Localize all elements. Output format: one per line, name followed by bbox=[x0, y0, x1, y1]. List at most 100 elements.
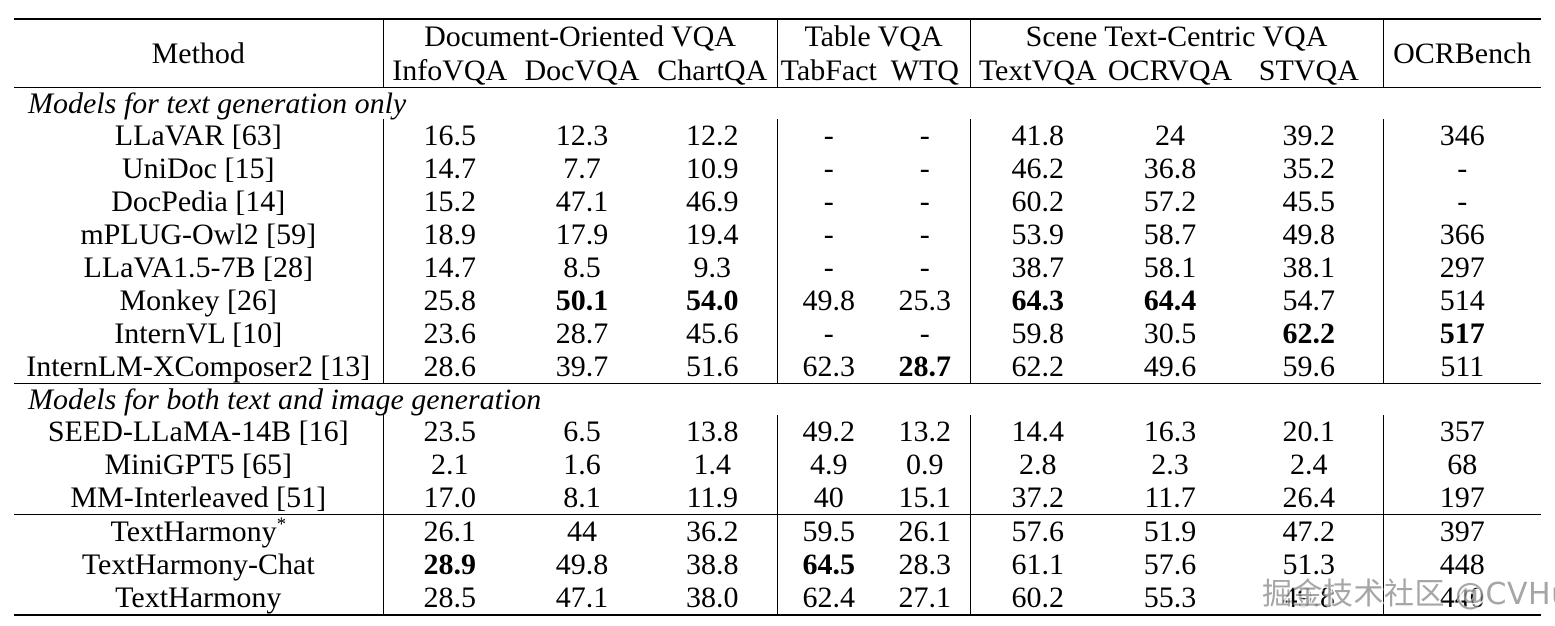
column-header-docvqa: DocVQA bbox=[516, 53, 648, 88]
value-cell: 16.3 bbox=[1143, 415, 1197, 448]
value-cell: 64.5 bbox=[776, 548, 881, 581]
header-benchmark-row: InfoVQA DocVQA ChartQA TabFact WTQ TextV… bbox=[14, 53, 1541, 88]
value-cell: 39.2 bbox=[1282, 119, 1336, 152]
value-cell: 397 bbox=[1382, 514, 1542, 548]
value-cell: 58.1 bbox=[1143, 251, 1197, 284]
value-cell: 57.6 bbox=[969, 514, 1106, 548]
value-cell: 61.1 bbox=[969, 548, 1106, 581]
value-cell: 49.8 bbox=[555, 548, 609, 581]
value-cell: 39.7 bbox=[555, 350, 609, 383]
value-cell: 23.5 bbox=[382, 415, 516, 448]
value-cell: 9.3 bbox=[693, 251, 732, 284]
value-cell: 49.8 bbox=[1282, 581, 1336, 614]
value-cell: 10.9 bbox=[686, 152, 739, 185]
value-cell: 11.7 bbox=[1144, 481, 1196, 514]
value-cell: 51.9 bbox=[1105, 514, 1236, 548]
value-cell: 46.9 bbox=[686, 185, 739, 218]
value-cell: 47.2 bbox=[1235, 514, 1384, 548]
value-cell: 46.2 bbox=[969, 152, 1106, 185]
value-cell: 346 bbox=[1382, 119, 1542, 152]
value-cell: 24 bbox=[1155, 119, 1186, 152]
value-cell: 49.6 bbox=[1143, 350, 1197, 383]
value-cell: 15.2 bbox=[382, 185, 516, 218]
value-cell: 44 bbox=[516, 514, 648, 548]
value-cell: 12.2 bbox=[686, 119, 739, 152]
value-cell: 26.4 bbox=[1282, 481, 1336, 514]
value-cell: 366 bbox=[1382, 218, 1542, 251]
value-cell: - bbox=[1382, 185, 1542, 218]
value-cell: 6.5 bbox=[563, 415, 601, 448]
value-cell: 297 bbox=[1382, 251, 1542, 284]
value-cell: - bbox=[776, 317, 881, 350]
method-cell: TextHarmony-Chat bbox=[81, 548, 315, 581]
table-row: TextHarmony* 26.1 44 36.2 59.5 26.1 57.6 51.9 47… bbox=[14, 514, 1542, 548]
value-cell: 26.1 bbox=[880, 514, 971, 548]
value-cell: 28.7 bbox=[555, 317, 609, 350]
column-header-ocrvqa: OCRVQA bbox=[1105, 53, 1236, 88]
value-cell: 38.7 bbox=[969, 251, 1106, 284]
method-cell: DocPedia [14] bbox=[111, 185, 286, 218]
value-cell: - bbox=[776, 185, 881, 218]
value-cell: 25.8 bbox=[382, 284, 516, 317]
value-cell: 2.8 bbox=[969, 448, 1106, 481]
value-cell: - bbox=[919, 317, 930, 350]
group-header-scene-text-vqa: Scene Text-Centric VQA bbox=[969, 19, 1384, 53]
column-header-tabfact: TabFact bbox=[776, 53, 881, 88]
method-cell: Monkey [26] bbox=[119, 284, 277, 317]
value-cell: 60.2 bbox=[969, 185, 1106, 218]
value-cell: 37.2 bbox=[969, 481, 1106, 515]
method-cell: mPLUG-Owl2 [59] bbox=[80, 218, 317, 251]
value-cell: 12.3 bbox=[555, 119, 609, 152]
table-row: UniDoc [15] 14.7 7.7 10.9 - - 46.2 36.8 35.2 - bbox=[14, 152, 1542, 185]
value-cell: 28.7 bbox=[898, 350, 952, 383]
column-header-wtq: WTQ bbox=[880, 53, 971, 88]
value-cell: 440 bbox=[1382, 581, 1542, 615]
value-cell: 40 bbox=[776, 481, 881, 515]
value-cell: - bbox=[776, 119, 881, 152]
value-cell: 14.7 bbox=[382, 251, 516, 284]
value-cell: 28.5 bbox=[382, 581, 516, 615]
value-cell: 41.8 bbox=[969, 119, 1106, 152]
value-cell: 26.1 bbox=[382, 514, 516, 548]
value-cell: 49.8 bbox=[1282, 218, 1336, 251]
value-cell: 1.4 bbox=[693, 448, 732, 481]
section-title: Models for both text and image generatio… bbox=[14, 383, 1542, 415]
value-cell: - bbox=[919, 152, 930, 185]
value-cell: 13.8 bbox=[686, 415, 739, 448]
table-row: InternLM-XComposer2 [13] 28.6 39.7 51.6 62.3… bbox=[14, 350, 1542, 384]
value-cell: 60.2 bbox=[969, 581, 1106, 615]
value-cell: 51.6 bbox=[686, 350, 739, 383]
table-row: MM-Interleaved [51] 17.0 8.1 11.9 40 15.1 37.2… bbox=[14, 481, 1542, 515]
value-cell: 2.4 bbox=[1290, 448, 1328, 481]
value-cell: 54.0 bbox=[686, 284, 739, 317]
value-cell: 511 bbox=[1382, 350, 1542, 384]
value-cell: 14.7 bbox=[382, 152, 516, 185]
value-cell: 1.6 bbox=[563, 448, 601, 481]
value-cell: - bbox=[776, 251, 881, 284]
value-cell: 28.9 bbox=[382, 548, 516, 581]
value-cell: 45.6 bbox=[686, 317, 739, 350]
value-cell: 13.2 bbox=[898, 415, 952, 448]
value-cell: 16.5 bbox=[382, 119, 516, 152]
value-cell: 45.5 bbox=[1282, 185, 1336, 218]
section-header-row: Models for both text and image generatio… bbox=[14, 383, 1542, 415]
column-header-ocrbench: OCRBench bbox=[1382, 19, 1542, 88]
value-cell: 8.5 bbox=[563, 251, 601, 284]
method-asterisk: * bbox=[276, 514, 286, 535]
value-cell: 25.3 bbox=[898, 284, 952, 317]
value-cell: 357 bbox=[1382, 415, 1542, 448]
method-cell: UniDoc [15] bbox=[122, 152, 275, 185]
value-cell: 4.9 bbox=[776, 448, 881, 481]
value-cell: 38.8 bbox=[686, 548, 739, 581]
value-cell: 23.6 bbox=[382, 317, 516, 350]
value-cell: 62.3 bbox=[776, 350, 881, 384]
group-header-document-vqa: Document-Oriented VQA bbox=[382, 19, 778, 53]
value-cell: 62.2 bbox=[969, 350, 1106, 384]
method-cell: MM-Interleaved [51] bbox=[70, 481, 327, 514]
value-cell: 11.9 bbox=[686, 481, 738, 514]
value-cell: - bbox=[919, 185, 930, 218]
method-cell: TextHarmony bbox=[115, 581, 282, 614]
value-cell: 49.2 bbox=[776, 415, 881, 448]
value-cell: 8.1 bbox=[563, 481, 601, 514]
